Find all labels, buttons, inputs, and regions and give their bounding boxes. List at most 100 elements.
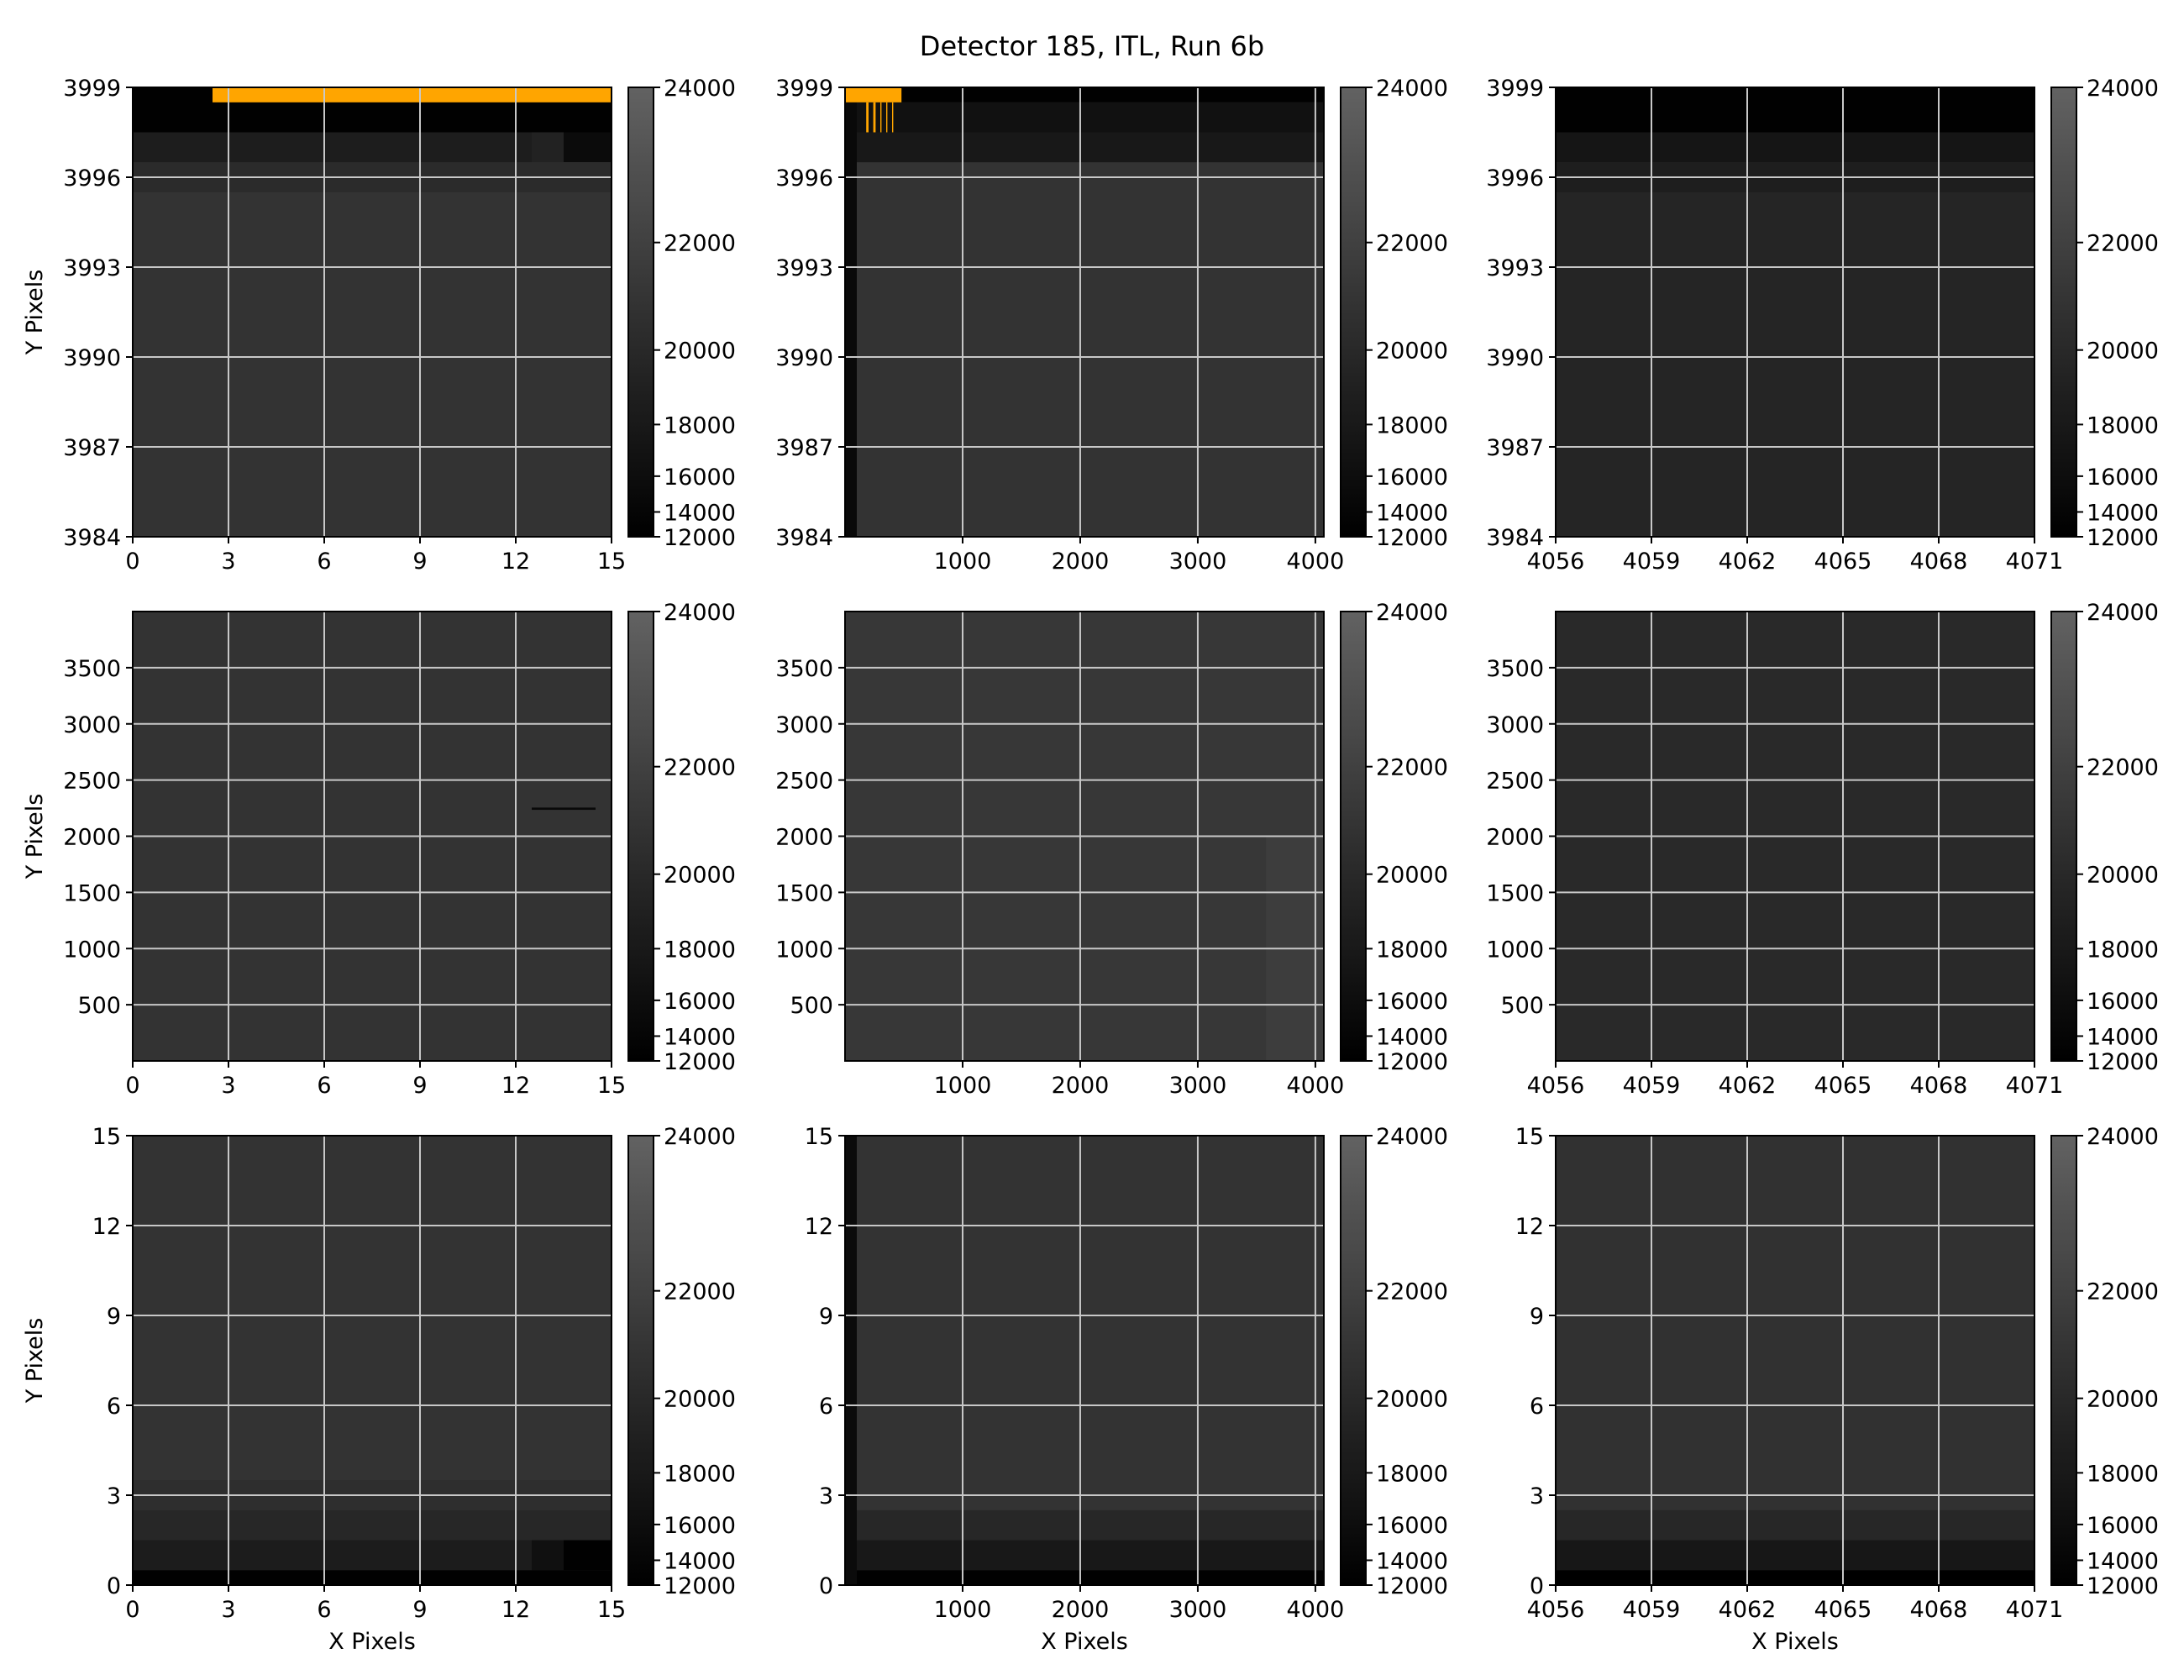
colorbar-tick-label-6: 24000 <box>664 1124 736 1150</box>
colorbar-tick-label-2: 16000 <box>1376 465 1448 491</box>
x-tick-label-1: 2000 <box>1052 549 1110 575</box>
x-tick-label-2: 3000 <box>1169 1597 1227 1623</box>
masked-pixel-region-2 <box>873 102 876 133</box>
colorbar-tick-label-1: 14000 <box>664 1024 736 1050</box>
colorbar-tick-label-2: 16000 <box>664 1513 736 1539</box>
colorbar-tick-label-1: 14000 <box>664 500 736 526</box>
axes-frame <box>1555 87 2035 538</box>
colorbar-tick-label-0: 12000 <box>664 1573 736 1599</box>
heatmap-region-0 <box>133 1570 612 1585</box>
y-tick-label-1: 3987 <box>63 435 121 461</box>
y-tick-label-3: 9 <box>819 1304 833 1330</box>
x-tick-label-5: 4071 <box>2006 1073 2064 1099</box>
colorbar-tick-label-4: 20000 <box>1376 863 1448 889</box>
y-tick-label-3: 2000 <box>63 825 121 851</box>
x-tick-label-3: 4065 <box>1814 549 1872 575</box>
y-tick-label-5: 15 <box>92 1124 121 1150</box>
y-tick-label-3: 9 <box>1530 1304 1544 1330</box>
heatmap-region-3 <box>845 1136 857 1585</box>
colorbar-tick-label-5: 22000 <box>2087 231 2159 257</box>
y-tick-label-0: 0 <box>819 1573 833 1599</box>
y-tick-label-2: 3990 <box>1486 345 1544 371</box>
colorbar-tick-label-4: 20000 <box>2087 1387 2159 1413</box>
colorbar <box>2050 87 2077 538</box>
x-tick-label-2: 6 <box>317 1597 331 1623</box>
y-tick-label-4: 3996 <box>1486 165 1544 192</box>
panel-top-left: 0 3 6 9 12 15 3984 3987 3990 3993 3996 3999 Y Pixels… <box>22 76 736 575</box>
x-tick-label-2: 3000 <box>1169 549 1227 575</box>
y-tick-label-3: 3993 <box>63 255 121 281</box>
masked-pixel-region-0 <box>845 87 902 102</box>
colorbar-tick-label-4: 20000 <box>664 863 736 889</box>
x-tick-label-0: 4056 <box>1527 549 1585 575</box>
x-tick-label-1: 4059 <box>1623 549 1681 575</box>
panel-middle-right: 4056 4059 4062 4065 4068 4071 500 1000 1500 2000 2… <box>1486 600 2159 1099</box>
heatmap-region-3 <box>845 87 857 537</box>
axes-frame <box>132 1135 612 1586</box>
y-tick-label-1: 1000 <box>63 937 121 963</box>
colorbar <box>627 87 654 538</box>
y-tick-label-6: 3500 <box>63 656 121 682</box>
colorbar-tick-label-2: 16000 <box>2087 465 2159 491</box>
heatmap-region-1 <box>133 132 532 163</box>
x-tick-label-3: 4065 <box>1814 1597 1872 1623</box>
axes-frame <box>844 1135 1325 1586</box>
colorbar-tick-label-3: 18000 <box>1376 937 1448 963</box>
y-tick-label-0: 0 <box>1530 1573 1544 1599</box>
y-tick-label-0: 3984 <box>775 525 833 551</box>
colorbar-tick-label-5: 22000 <box>1376 755 1448 781</box>
y-tick-label-1: 3987 <box>1486 435 1544 461</box>
heatmap-region-0 <box>845 87 1324 102</box>
x-tick-label-2: 6 <box>317 1073 331 1099</box>
x-tick-label-0: 1000 <box>934 549 992 575</box>
x-axis-label: X Pixels <box>1041 1629 1128 1655</box>
colorbar-tick-label-5: 22000 <box>2087 755 2159 781</box>
x-tick-label-1: 2000 <box>1052 1073 1110 1099</box>
x-tick-label-1: 2000 <box>1052 1597 1110 1623</box>
x-tick-label-0: 0 <box>125 1073 139 1099</box>
colorbar-tick-label-2: 16000 <box>2087 1513 2159 1539</box>
colorbar-tick-label-6: 24000 <box>1376 1124 1448 1150</box>
x-tick-label-4: 4068 <box>1910 1597 1968 1623</box>
colorbar-tick-label-5: 22000 <box>1376 1279 1448 1305</box>
x-tick-label-1: 3 <box>221 1073 235 1099</box>
masked-pixel-region-3 <box>879 102 882 133</box>
y-tick-label-4: 3996 <box>775 165 833 192</box>
colorbar-tick-label-1: 14000 <box>1376 500 1448 526</box>
colorbar-tick-label-6: 24000 <box>1376 600 1448 626</box>
colorbar-tick-label-3: 18000 <box>1376 1461 1448 1487</box>
y-tick-label-0: 3984 <box>63 525 121 551</box>
y-tick-label-5: 3999 <box>63 76 121 102</box>
colorbar <box>2050 611 2077 1062</box>
axes-frame <box>844 87 1325 538</box>
y-tick-label-3: 3993 <box>1486 255 1544 281</box>
y-tick-label-2: 6 <box>819 1394 833 1420</box>
x-tick-label-5: 4071 <box>2006 549 2064 575</box>
y-tick-label-5: 3999 <box>1486 76 1544 102</box>
x-tick-label-2: 4062 <box>1719 1073 1777 1099</box>
y-tick-label-0: 0 <box>107 1573 121 1599</box>
y-tick-label-0: 500 <box>77 993 121 1019</box>
y-tick-label-4: 12 <box>805 1214 833 1240</box>
colorbar-tick-label-1: 14000 <box>1376 1024 1448 1050</box>
y-tick-label-1: 3 <box>107 1483 121 1509</box>
x-tick-label-2: 6 <box>317 549 331 575</box>
y-tick-label-3: 2000 <box>1486 825 1544 851</box>
panel-top-center: 1000 2000 3000 4000 3984 3987 3990 3993 3996 3999… <box>775 76 1448 575</box>
heatmap-region-0 <box>845 1570 1324 1585</box>
x-tick-label-4: 12 <box>501 549 530 575</box>
colorbar-tick-label-3: 18000 <box>664 1461 736 1487</box>
x-tick-label-0: 4056 <box>1527 1073 1585 1099</box>
y-axis-label: Y Pixels <box>22 794 48 880</box>
heatmap-image <box>845 87 1324 537</box>
x-tick-label-2: 4062 <box>1719 549 1777 575</box>
colorbar-tick-label-5: 22000 <box>664 231 736 257</box>
heatmap-region-2 <box>845 132 1324 163</box>
y-tick-label-2: 1500 <box>63 880 121 906</box>
x-tick-label-1: 3 <box>221 1597 235 1623</box>
y-tick-label-5: 3000 <box>775 712 833 738</box>
colorbar-tick-label-0: 12000 <box>664 525 736 551</box>
x-tick-label-0: 1000 <box>934 1597 992 1623</box>
colorbar-tick-label-3: 18000 <box>1376 412 1448 438</box>
colorbar-tick-label-0: 12000 <box>664 1049 736 1075</box>
